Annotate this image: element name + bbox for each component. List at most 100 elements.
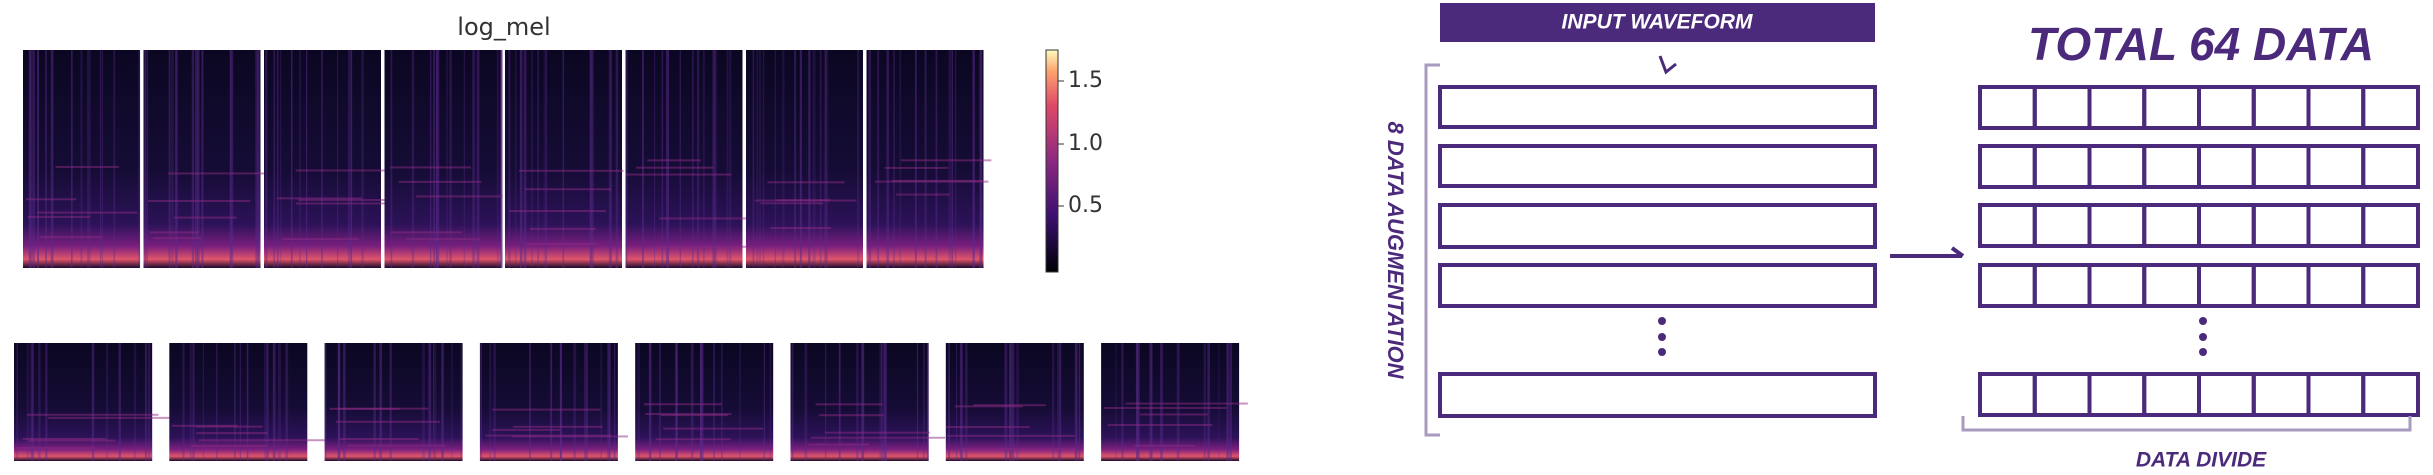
spectral-streak [696, 50, 699, 268]
grid-cell [2197, 263, 2256, 308]
harmonic-band [405, 238, 481, 241]
spectral-streak [144, 50, 147, 268]
grid-cell [2087, 263, 2147, 308]
harmonic-band [946, 434, 1076, 437]
spectral-streak [101, 50, 104, 268]
harmonic-band [655, 245, 755, 248]
spectral-streak [373, 343, 376, 461]
spectral-streak [113, 50, 116, 268]
spectral-streak [361, 50, 364, 268]
harmonic-band [767, 181, 845, 184]
spectral-streak [804, 343, 808, 461]
harmonic-band [896, 193, 950, 196]
spectral-streak [877, 50, 880, 268]
grid-cell [2251, 372, 2311, 417]
spectral-streak [325, 343, 327, 461]
grid-cell [2306, 144, 2366, 189]
spectral-streak [529, 343, 531, 461]
spectral-streak [350, 50, 353, 268]
harmonic-band [770, 227, 832, 230]
spectral-streak [1057, 343, 1060, 461]
spectral-streak [675, 343, 678, 461]
spectral-streak [654, 50, 656, 268]
spectral-streak [756, 50, 759, 268]
spectral-streak [713, 343, 715, 461]
spectral-streak [192, 343, 194, 461]
harmonic-band [509, 210, 607, 213]
harmonic-band [512, 425, 603, 428]
spectral-streak [1074, 343, 1078, 461]
spectral-streak [1016, 343, 1020, 461]
spectrogram-image [384, 50, 502, 268]
spectral-streak [584, 343, 586, 461]
output-title: TOTAL 64 DATA [2028, 18, 2374, 70]
harmonic-band [27, 215, 91, 218]
harmonic-band [636, 166, 714, 169]
spectral-streak [543, 50, 545, 268]
spectral-streak [496, 50, 499, 268]
input-banner [1440, 3, 1875, 42]
harmonic-band [529, 227, 597, 230]
grid-cell [2032, 372, 2092, 417]
harmonic-band [347, 444, 446, 447]
spectral-streak [589, 50, 592, 268]
grid-cell [2142, 263, 2201, 308]
spectral-streak [202, 343, 205, 461]
spectral-streak [500, 50, 503, 268]
spectral-streak [50, 50, 53, 268]
harmonic-band [659, 217, 768, 220]
spectral-streak [118, 343, 121, 461]
harmonic-band [172, 424, 238, 427]
grid-cell [2142, 372, 2201, 417]
harmonic-band [485, 434, 612, 437]
spectral-streak [189, 343, 192, 461]
grid-cell [2142, 85, 2201, 130]
augmentation-bracket [1424, 63, 1440, 437]
harmonic-band [48, 416, 186, 419]
spectral-streak [45, 343, 48, 461]
grid-cell [2306, 203, 2366, 248]
spectral-streak [146, 50, 148, 268]
grid-cell [2087, 203, 2147, 248]
harmonic-band [954, 405, 1023, 408]
spectral-streak [476, 50, 480, 268]
spectral-streak [700, 343, 702, 461]
spectral-streak [88, 50, 91, 268]
spectral-streak [80, 50, 83, 268]
spectral-streak [480, 343, 482, 461]
spectral-streak [610, 50, 612, 268]
colorbar-label: 0.5 [1068, 193, 1103, 218]
grid-cell [2251, 203, 2311, 248]
spectral-streak [1009, 343, 1011, 461]
spectral-streak [489, 343, 492, 461]
spectral-streak [763, 343, 765, 461]
spectral-streak [1230, 343, 1232, 461]
spectral-streak [702, 50, 705, 268]
spectral-streak [759, 50, 761, 268]
spectral-streak [193, 343, 195, 461]
ellipsis [1658, 317, 2207, 356]
spectral-streak [1052, 343, 1055, 461]
spectral-streak [30, 343, 32, 461]
spectrogram [866, 50, 992, 268]
harmonic-band [415, 195, 503, 198]
spectral-streak [285, 343, 289, 461]
spectral-streak [279, 50, 282, 268]
spectral-streak [182, 343, 185, 461]
spectrograms [14, 50, 1248, 461]
harmonic-band [808, 443, 870, 446]
waveform-bar [1438, 372, 1877, 418]
spectrogram [945, 343, 1084, 461]
colorbar-ticks [1058, 80, 1064, 207]
spectral-streak [428, 343, 432, 461]
harmonic-band [891, 179, 984, 182]
spectral-streak [216, 343, 218, 461]
spectral-streak [666, 50, 670, 268]
grid-cell [2306, 372, 2366, 417]
harmonic-band [28, 439, 116, 442]
grid-cell [2197, 85, 2256, 130]
grid-cell [2032, 263, 2092, 308]
spectrogram [14, 343, 186, 461]
spectral-streak [812, 50, 816, 268]
spectral-streak [1078, 343, 1081, 461]
